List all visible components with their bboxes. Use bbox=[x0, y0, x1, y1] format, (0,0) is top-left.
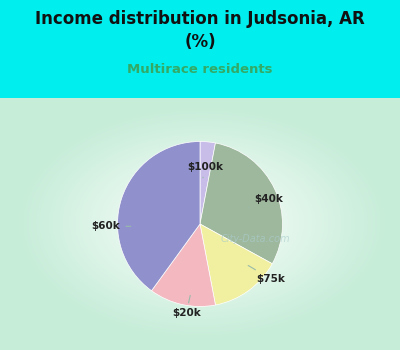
Text: $40k: $40k bbox=[248, 194, 283, 208]
Text: Income distribution in Judsonia, AR
(%): Income distribution in Judsonia, AR (%) bbox=[35, 10, 365, 51]
Wedge shape bbox=[118, 141, 200, 291]
Wedge shape bbox=[152, 224, 216, 307]
Text: $100k: $100k bbox=[188, 162, 224, 178]
Wedge shape bbox=[200, 143, 282, 264]
Text: City-Data.com: City-Data.com bbox=[220, 234, 290, 244]
Wedge shape bbox=[200, 141, 216, 224]
Text: $75k: $75k bbox=[248, 266, 286, 284]
Wedge shape bbox=[200, 224, 272, 305]
Text: $20k: $20k bbox=[172, 295, 201, 318]
Text: $60k: $60k bbox=[92, 221, 131, 231]
Text: Multirace residents: Multirace residents bbox=[127, 63, 273, 76]
